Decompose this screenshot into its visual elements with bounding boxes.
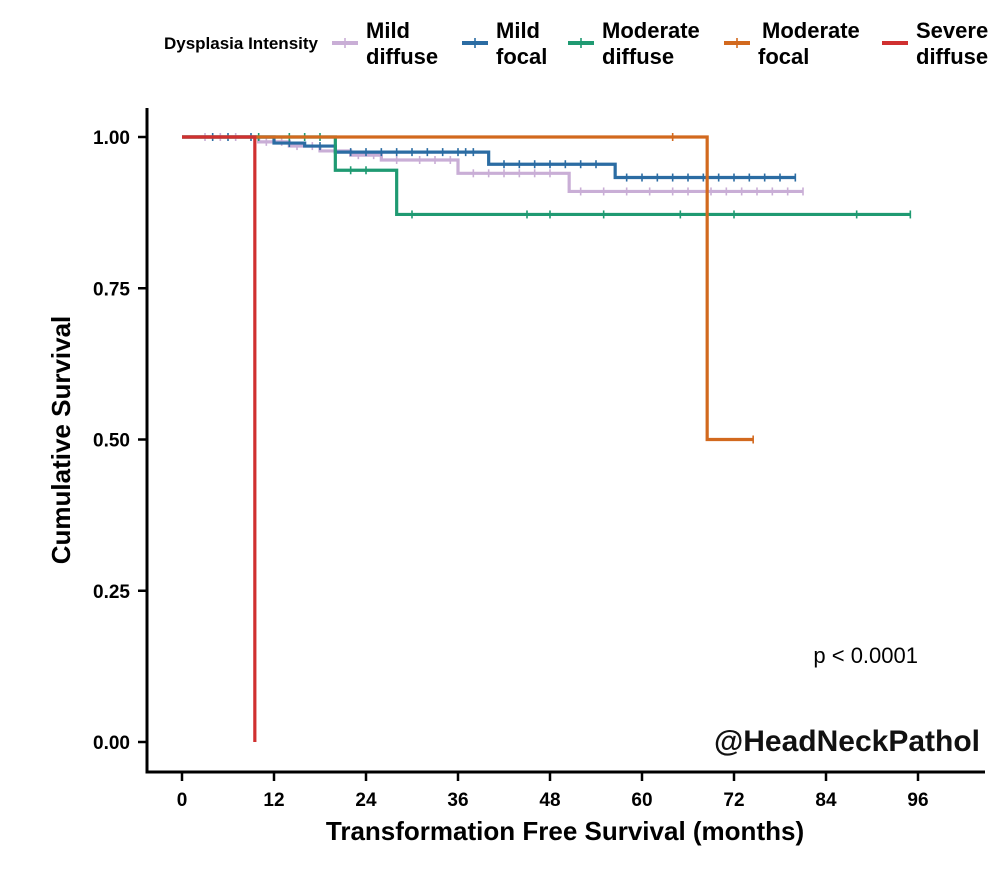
legend-label-line2: focal [758, 44, 809, 69]
x-tick-label: 36 [447, 790, 468, 811]
watermark-handle: @HeadNeckPathol [714, 725, 980, 758]
legend: Dysplasia Intensity MilddiffuseMildfocal… [164, 18, 988, 69]
y-tick-label: 0.75 [93, 279, 130, 300]
x-tick-label: 48 [539, 790, 560, 811]
x-tick-label: 60 [631, 790, 652, 811]
x-tick-label: 96 [907, 790, 928, 811]
y-tick-label: 0.50 [93, 431, 130, 452]
y-tick-label: 0.25 [93, 582, 130, 603]
legend-label-line2: diffuse [602, 44, 674, 69]
legend-label-line1: Mild [366, 18, 410, 43]
axes: 0 12 24 36 48 60 72 84 96 0.00 0.25 0.50 0.75 1.00 [93, 108, 985, 811]
x-tick-label: 12 [263, 790, 284, 811]
x-tick-label: 72 [723, 790, 744, 811]
series-moderate-focal [182, 133, 754, 444]
y-tick-label: 0.00 [93, 733, 130, 754]
x-tick-label: 84 [815, 790, 837, 811]
survival-line [182, 135, 911, 217]
legend-label-line1: Moderate [602, 18, 700, 43]
p-value-annotation: p < 0.0001 [813, 643, 918, 668]
survival-line [182, 135, 754, 442]
series-severe-diffuse [182, 135, 257, 742]
legend-label-line2: focal [496, 44, 547, 69]
legend-label-line1: Severe [916, 18, 988, 43]
legend-label-line2: diffuse [366, 44, 438, 69]
legend-label-line1: Mild [496, 18, 540, 43]
series-layer [182, 133, 912, 742]
y-tick-label: 1.00 [93, 128, 130, 149]
legend-title: Dysplasia Intensity [164, 34, 319, 53]
x-tick-label: 0 [177, 790, 188, 811]
x-tick-label: 24 [355, 790, 377, 811]
x-axis-label: Transformation Free Survival (months) [326, 816, 804, 846]
y-axis-label: Cumulative Survival [46, 316, 76, 565]
legend-label-line2: diffuse [916, 44, 988, 69]
survival-line [182, 135, 257, 742]
legend-label-line1: Moderate [762, 18, 860, 43]
